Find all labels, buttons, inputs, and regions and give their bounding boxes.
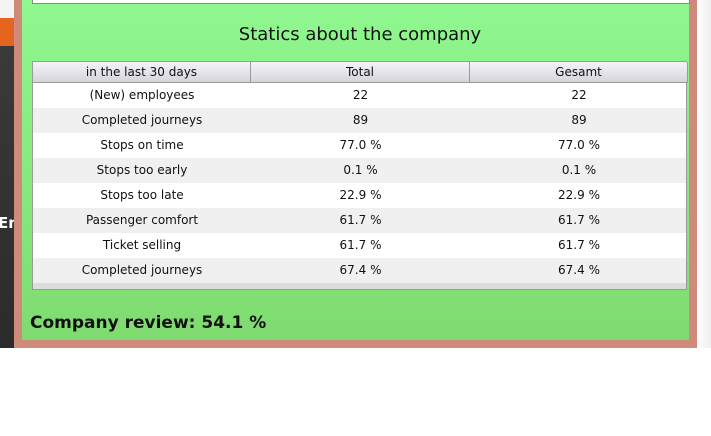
table-cell: 67.4 % — [558, 263, 600, 277]
table-cell: Stops too early — [96, 163, 188, 177]
table-cell: 0.1 % — [343, 163, 378, 177]
column-header[interactable]: Total — [251, 62, 470, 83]
table-cell: 77.0 % — [339, 138, 382, 152]
table-cell: Completed journeys — [81, 113, 203, 127]
table-cell: 77.0 % — [558, 138, 600, 152]
table-row[interactable]: Completed journeys 67.4 % 67.4 % — [33, 258, 686, 283]
table-cell: 67.4 % — [339, 263, 382, 277]
window-title: Statics about the company — [238, 24, 482, 45]
table-cell: 22 — [571, 88, 587, 102]
table-cell: 61.7 % — [339, 213, 382, 227]
table-cell: 0.1 % — [561, 163, 597, 177]
table-cell: (New) employees — [89, 88, 195, 102]
table-cell: 61.7 % — [339, 238, 382, 252]
table-cell: Stops too late — [100, 188, 184, 202]
table-cell: Completed journeys — [81, 263, 203, 277]
table-cell: 61.7 % — [558, 238, 600, 252]
top-field — [32, 0, 690, 4]
table-cell: 22.9 % — [558, 188, 600, 202]
table-row[interactable]: Ticket selling 61.7 % 61.7 % — [33, 233, 686, 258]
stats-table: in the last 30 days Total Gesamt (New) empl… — [32, 61, 688, 290]
table-cell: 22 — [352, 88, 369, 102]
table-row[interactable]: Stops too late 22.9 % 22.9 % — [33, 183, 686, 208]
table-cell: 61.7 % — [558, 213, 600, 227]
table-row[interactable]: Completed journeys 89 89 — [33, 108, 686, 133]
table-cell: 89 — [571, 113, 587, 127]
background-app: Em — [0, 0, 14, 348]
company-review: Company review: 54.1 % — [30, 313, 267, 333]
table-cell: Stops on time — [100, 138, 184, 152]
table-cell: Passenger comfort — [85, 213, 199, 227]
table-row[interactable]: (New) employees 22 22 — [33, 83, 686, 108]
background-app — [697, 0, 711, 348]
table-row[interactable]: Stops on time 77.0 % 77.0 % — [33, 133, 686, 158]
table-row[interactable]: Stops too early 0.1 % 0.1 % — [33, 158, 686, 183]
table-cell: 89 — [352, 113, 369, 127]
column-header[interactable]: in the last 30 days — [33, 62, 251, 83]
background-text: Em — [0, 214, 14, 232]
table-row[interactable]: Passenger comfort 61.7 % 61.7 % — [33, 208, 686, 233]
table-cell: Ticket selling — [102, 238, 182, 252]
column-header[interactable]: Gesamt — [470, 62, 688, 83]
table-cell: 22.9 % — [339, 188, 382, 202]
